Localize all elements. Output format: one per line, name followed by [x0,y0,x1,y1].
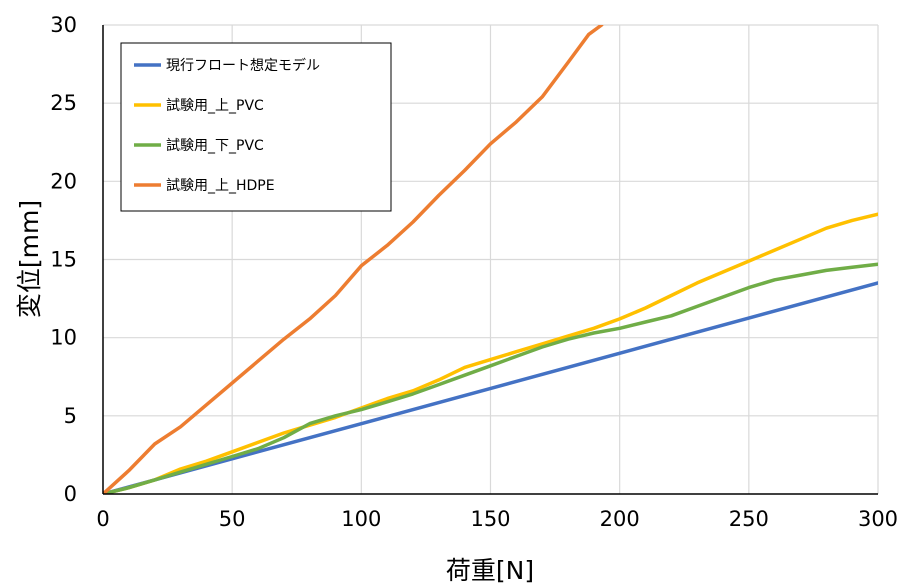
legend-label-3: 試験用_下_PVC [166,138,264,154]
legend-label-4: 試験用_上_HDPE [166,178,275,194]
x-tick-label: 200 [600,507,640,531]
y-tick-labels: 0 5 10 15 20 25 30 [50,13,77,506]
legend-label-1: 現行フロート想定モデル [166,57,320,74]
y-tick-label: 20 [50,169,77,193]
x-axis-label: 荷重[N] [446,556,534,585]
x-tick-label: 300 [858,507,898,531]
y-tick-label: 5 [64,404,77,428]
x-tick-label: 100 [341,507,381,531]
legend-label-2: 試験用_上_PVC [166,98,264,114]
x-tick-label: 250 [729,507,769,531]
y-tick-label: 15 [50,248,77,272]
series-line-1 [103,281,878,494]
y-tick-label: 0 [64,482,77,506]
x-tick-label: 150 [470,507,510,531]
y-tick-label: 25 [50,91,77,115]
x-tick-label: 50 [219,507,246,531]
y-tick-label: 30 [50,13,77,37]
series-line-3 [103,262,878,494]
series-line-2 [103,212,878,494]
series-line-4 [103,25,604,494]
x-tick-labels: 0 50 100 150 200 250 300 [96,507,898,531]
series-lines [103,25,878,494]
y-tick-label: 10 [50,326,77,350]
axes [102,25,878,495]
legend-box [120,42,392,212]
y-axis-label: 変位[mm] [15,200,44,318]
x-tick-label: 0 [96,507,109,531]
